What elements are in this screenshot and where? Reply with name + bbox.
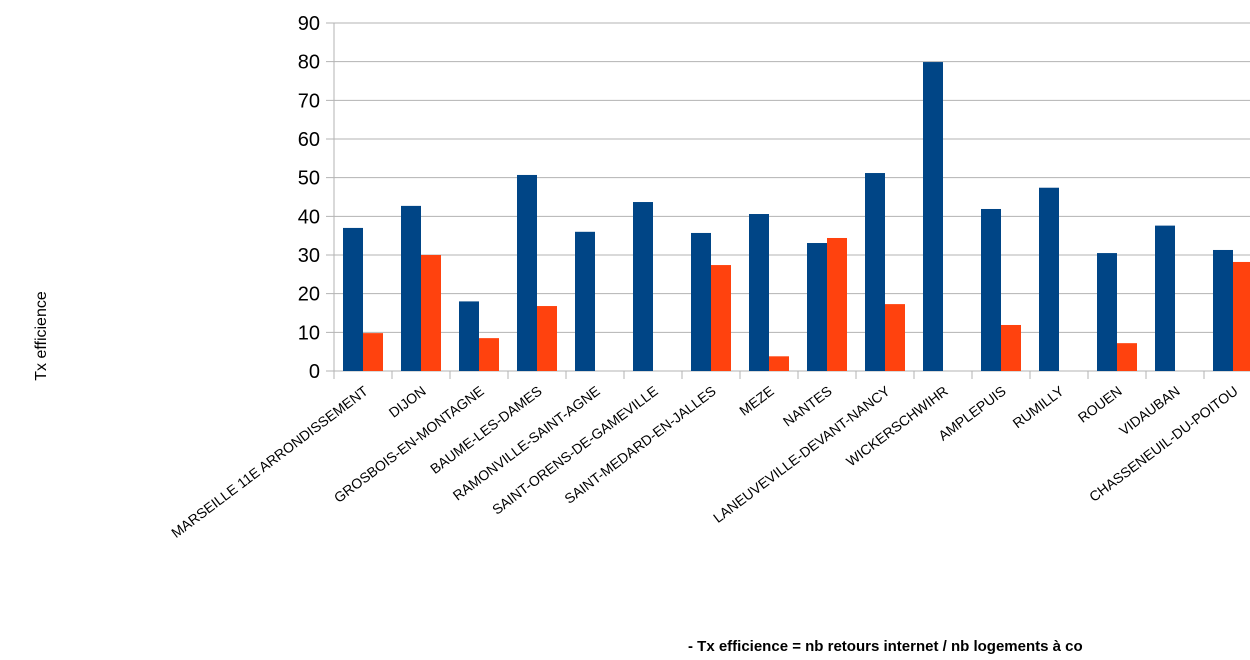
bar	[865, 173, 885, 371]
y-tick-label: 30	[298, 245, 320, 267]
bar	[633, 202, 653, 371]
y-tick-label: 70	[298, 90, 320, 112]
bar	[479, 338, 499, 371]
bar	[537, 306, 557, 371]
x-tick-label: WICKERSCHWIHR	[843, 383, 951, 470]
bar	[363, 333, 383, 371]
bar	[923, 62, 943, 371]
x-tick-labels: MARSEILLE 11E ARRONDISSEMENT DIJONGROSBOI…	[168, 382, 1241, 541]
y-axis-label: Tx efficience	[33, 291, 50, 381]
bar	[1155, 225, 1175, 371]
y-tick-label: 80	[298, 52, 320, 74]
x-tick-label: DIJON	[386, 383, 429, 421]
y-tick-label: 10	[298, 322, 320, 344]
gridlines	[326, 22, 1250, 372]
y-tick-label: 50	[298, 168, 320, 190]
y-tick-labels: 0 10 20 30 40 50 60 70 80 90	[298, 13, 320, 383]
bar	[459, 301, 479, 371]
y-tick-label: 60	[298, 129, 320, 151]
bar	[343, 227, 363, 371]
y-tick-label: 90	[298, 13, 320, 35]
axes	[333, 23, 1205, 379]
bar	[711, 265, 731, 371]
bar	[1097, 253, 1117, 371]
bar	[827, 237, 847, 371]
bar	[1213, 249, 1233, 371]
bar	[1001, 324, 1021, 371]
bar	[769, 356, 789, 371]
footnote: - Tx efficience = nb retours internet / …	[688, 638, 1083, 655]
y-tick-label: 40	[298, 206, 320, 228]
bar	[1117, 343, 1137, 371]
bar	[749, 214, 769, 371]
bar	[517, 174, 537, 371]
x-tick-label: ROUEN	[1075, 383, 1125, 426]
x-tick-label: MEZE	[736, 383, 777, 419]
x-tick-label: MARSEILLE 11E ARRONDISSEMENT	[168, 382, 371, 541]
bar	[1039, 187, 1059, 371]
x-tick-label: RUMILLY	[1010, 382, 1068, 431]
x-tick-label: NANTES	[780, 383, 835, 430]
y-tick-label: 0	[309, 361, 320, 383]
bar	[691, 232, 711, 371]
bar	[1233, 261, 1250, 371]
y-tick-label: 20	[298, 284, 320, 306]
bar	[401, 205, 421, 371]
bar	[421, 255, 441, 371]
bar-series	[343, 62, 1250, 371]
bar	[981, 208, 1001, 371]
bar	[807, 243, 827, 371]
bar	[885, 304, 905, 371]
bar	[575, 231, 595, 371]
